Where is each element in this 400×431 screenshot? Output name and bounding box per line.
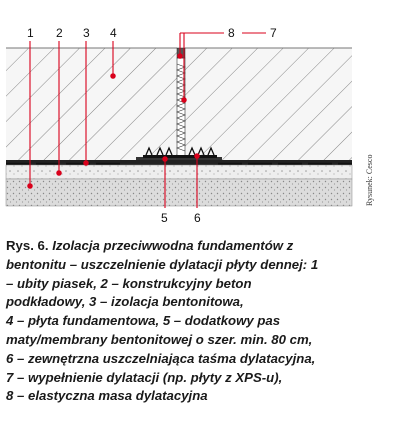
bentonite-insulation: [6, 160, 352, 166]
waterstop-tape: [143, 146, 217, 158]
label-4: 4: [110, 26, 117, 40]
image-credit: Rysunek: Cesco: [365, 155, 374, 206]
label-8: 8: [228, 26, 235, 40]
caption-label: Rys. 6.: [6, 238, 49, 253]
foundation-slab: [6, 47, 352, 160]
bentonite-membrane-strip: [136, 157, 222, 160]
label-3: 3: [83, 26, 90, 40]
caption-line: – ubity piasek, 2 – konstrukcyjny beton: [6, 275, 252, 291]
caption-line: podkładowy, 3 – izolacja bentonitowa,: [6, 294, 244, 310]
compacted-sand: [5, 178, 353, 207]
label-6: 6: [194, 211, 201, 225]
leader-lines: [27, 32, 266, 208]
label-1: 1: [27, 26, 34, 40]
caption-line: Izolacja przeciwwodna fundamentów z: [52, 238, 294, 253]
caption-line: bentonitu – uszczelnienie dylatacji płyt…: [6, 256, 319, 272]
caption-line: 7 – wypełnienie dylatacji (np. płyty z X…: [6, 369, 283, 385]
caption-line: 6 – zewnętrzna uszczelniająca taśma dyla…: [6, 350, 316, 366]
label-5: 5: [161, 211, 168, 225]
label-2: 2: [56, 26, 63, 40]
figure-caption: Rys. 6. Izolacja przeciwwodna fundamentó…: [6, 237, 394, 406]
dilatation-diagram: 1 2 3 4 8 7 5 6 Rysunek: Cesco: [5, 26, 374, 225]
caption-line: maty/membrany bentonitowej o szer. min. …: [6, 331, 313, 347]
caption-line: 4 – płyta fundamentowa, 5 – dodatkowy pa…: [6, 313, 281, 329]
caption-line: 8 – elastyczna masa dylatacyjna: [6, 388, 208, 404]
label-7: 7: [270, 26, 277, 40]
